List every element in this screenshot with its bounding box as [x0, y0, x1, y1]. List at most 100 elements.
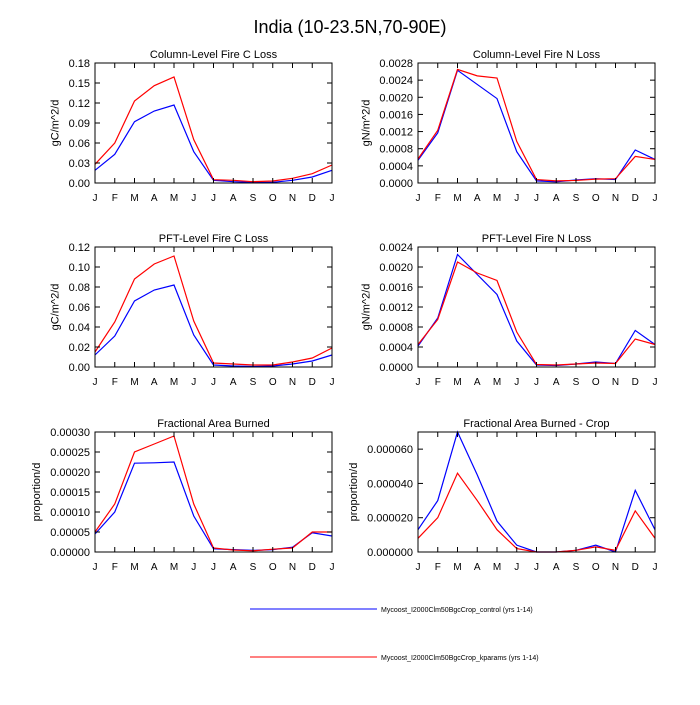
x-tick-label: S: [250, 377, 257, 388]
x-tick-label: N: [289, 193, 296, 204]
y-tick-label: 0.000000: [367, 547, 413, 559]
y-tick-label: 0.18: [69, 58, 90, 70]
x-tick-label: J: [93, 562, 98, 573]
y-tick-label: 0.00010: [50, 507, 90, 519]
x-tick-label: J: [330, 193, 335, 204]
y-tick-label: 0.0012: [379, 302, 413, 314]
x-tick-label: F: [435, 193, 441, 204]
x-tick-label: N: [612, 377, 619, 388]
x-tick-label: O: [592, 377, 600, 388]
series-line-kparams: [94, 255, 333, 366]
x-tick-label: J: [191, 562, 196, 573]
figure-title: India (10-23.5N,70-90E): [253, 17, 446, 37]
series-line-control: [94, 104, 333, 183]
y-tick-label: 0.0020: [379, 262, 413, 274]
x-tick-label: J: [191, 377, 196, 388]
panel-title: Column-Level Fire C Loss: [150, 49, 278, 61]
x-tick-label: A: [230, 193, 237, 204]
y-tick-label: 0.00: [69, 362, 90, 374]
x-tick-label: J: [653, 193, 658, 204]
series-line-control: [417, 69, 656, 183]
x-tick-label: N: [289, 377, 296, 388]
y-tick-label: 0.0016: [379, 109, 413, 121]
x-tick-label: J: [534, 193, 539, 204]
x-tick-label: N: [289, 562, 296, 573]
y-axis-label: proportion/d: [348, 463, 360, 522]
x-tick-label: S: [573, 377, 580, 388]
x-tick-label: A: [553, 562, 560, 573]
y-axis-label: proportion/d: [31, 463, 43, 522]
x-tick-label: D: [632, 193, 639, 204]
y-tick-label: 0.15: [69, 78, 90, 90]
panel-title: Fractional Area Burned: [157, 418, 270, 430]
x-tick-label: J: [653, 377, 658, 388]
y-tick-label: 0.000040: [367, 478, 413, 490]
y-tick-label: 0.00005: [50, 527, 90, 539]
series-line-control: [94, 284, 333, 368]
legend-label-kparams: Mycoost_I2000Clm50BgcCrop_kparams (yrs 1…: [381, 655, 539, 662]
series-line-kparams: [417, 68, 656, 182]
plot-frame: [94, 431, 333, 553]
y-tick-label: 0.00020: [50, 467, 90, 479]
x-tick-label: A: [553, 377, 560, 388]
y-tick-label: 0.000060: [367, 444, 413, 456]
plot-frame: [417, 431, 656, 553]
y-tick-label: 0.08: [69, 282, 90, 294]
x-tick-label: D: [309, 562, 316, 573]
y-tick-label: 0.03: [69, 158, 90, 170]
y-tick-label: 0.00015: [50, 487, 90, 499]
y-tick-label: 0.04: [69, 322, 90, 334]
x-tick-label: M: [453, 193, 461, 204]
x-tick-label: J: [534, 562, 539, 573]
y-tick-label: 0.0004: [379, 342, 413, 354]
x-tick-label: D: [632, 377, 639, 388]
y-tick-label: 0.0024: [379, 75, 413, 87]
y-tick-label: 0.00: [69, 178, 90, 190]
x-tick-label: M: [493, 562, 501, 573]
y-tick-label: 0.0000: [379, 362, 413, 374]
x-tick-label: S: [250, 193, 257, 204]
x-tick-label: D: [632, 562, 639, 573]
x-tick-label: D: [309, 193, 316, 204]
x-tick-label: M: [170, 562, 178, 573]
x-tick-label: S: [573, 562, 580, 573]
panel-title: Column-Level Fire N Loss: [473, 49, 601, 61]
x-tick-label: A: [151, 562, 158, 573]
x-tick-label: M: [493, 377, 501, 388]
y-tick-label: 0.10: [69, 262, 90, 274]
x-tick-label: A: [230, 562, 237, 573]
x-tick-label: J: [211, 377, 216, 388]
x-tick-label: F: [435, 377, 441, 388]
y-tick-label: 0.00030: [50, 427, 90, 439]
x-tick-label: O: [592, 562, 600, 573]
x-tick-label: J: [416, 193, 421, 204]
y-tick-label: 0.0024: [379, 242, 413, 254]
y-tick-label: 0.09: [69, 118, 90, 130]
x-tick-label: J: [514, 193, 519, 204]
legend-label-control: Mycoost_I2000Clm50BgcCrop_control (yrs 1…: [381, 607, 533, 614]
x-tick-label: M: [130, 193, 138, 204]
x-tick-label: M: [170, 377, 178, 388]
x-tick-label: J: [330, 377, 335, 388]
x-tick-label: J: [514, 562, 519, 573]
x-tick-label: O: [269, 193, 277, 204]
y-tick-label: 0.0012: [379, 127, 413, 139]
x-tick-label: F: [112, 562, 118, 573]
x-tick-label: N: [612, 193, 619, 204]
y-tick-label: 0.0000: [379, 178, 413, 190]
series-line-kparams: [94, 435, 332, 552]
x-tick-label: M: [170, 193, 178, 204]
x-tick-label: J: [93, 377, 98, 388]
panel-6: Fractional Area Burned - Crop J F M A M J J A S O N…: [348, 418, 657, 573]
y-tick-label: 0.0008: [379, 144, 413, 156]
y-tick-label: 0.0008: [379, 322, 413, 334]
x-tick-label: A: [474, 562, 481, 573]
x-tick-label: F: [112, 193, 118, 204]
x-tick-label: M: [493, 193, 501, 204]
y-tick-label: 0.12: [69, 242, 90, 254]
x-tick-label: J: [191, 193, 196, 204]
x-tick-label: J: [534, 377, 539, 388]
